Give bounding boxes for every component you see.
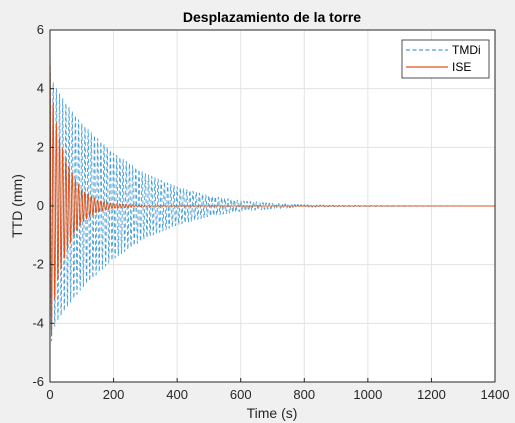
y-tick-label: 0	[37, 198, 44, 213]
series-line-ise	[49, 59, 496, 336]
x-tick-label: 1400	[481, 387, 510, 402]
legend-label-tmdi: TMDi	[452, 43, 481, 57]
y-axis-label: TTD (mm)	[9, 174, 25, 238]
x-tick-label: 1000	[353, 387, 382, 402]
y-tick-label: -2	[32, 257, 44, 272]
y-tick-label: -6	[32, 374, 44, 389]
y-tick-label: -4	[32, 315, 44, 330]
y-tick-label: 6	[37, 22, 44, 37]
y-tick-label: 2	[37, 139, 44, 154]
y-tick-label: 4	[37, 81, 44, 96]
ticks: 0 200 400 600 800 1000 1200 1400 -6 -4 -2 0 2 4 6	[32, 22, 509, 402]
x-tick-label: 400	[166, 387, 188, 402]
x-tick-label: 0	[46, 387, 53, 402]
x-tick-label: 200	[103, 387, 125, 402]
legend: TMDi ISE	[401, 39, 490, 79]
legend-box	[401, 39, 490, 79]
x-tick-label: 800	[293, 387, 315, 402]
x-tick-label: 1200	[417, 387, 446, 402]
x-tick-label: 600	[230, 387, 252, 402]
x-axis-label: Time (s)	[247, 405, 298, 421]
series-group	[49, 59, 496, 342]
chart-title: Desplazamiento de la torre	[183, 9, 361, 25]
legend-label-ise: ISE	[452, 60, 471, 74]
